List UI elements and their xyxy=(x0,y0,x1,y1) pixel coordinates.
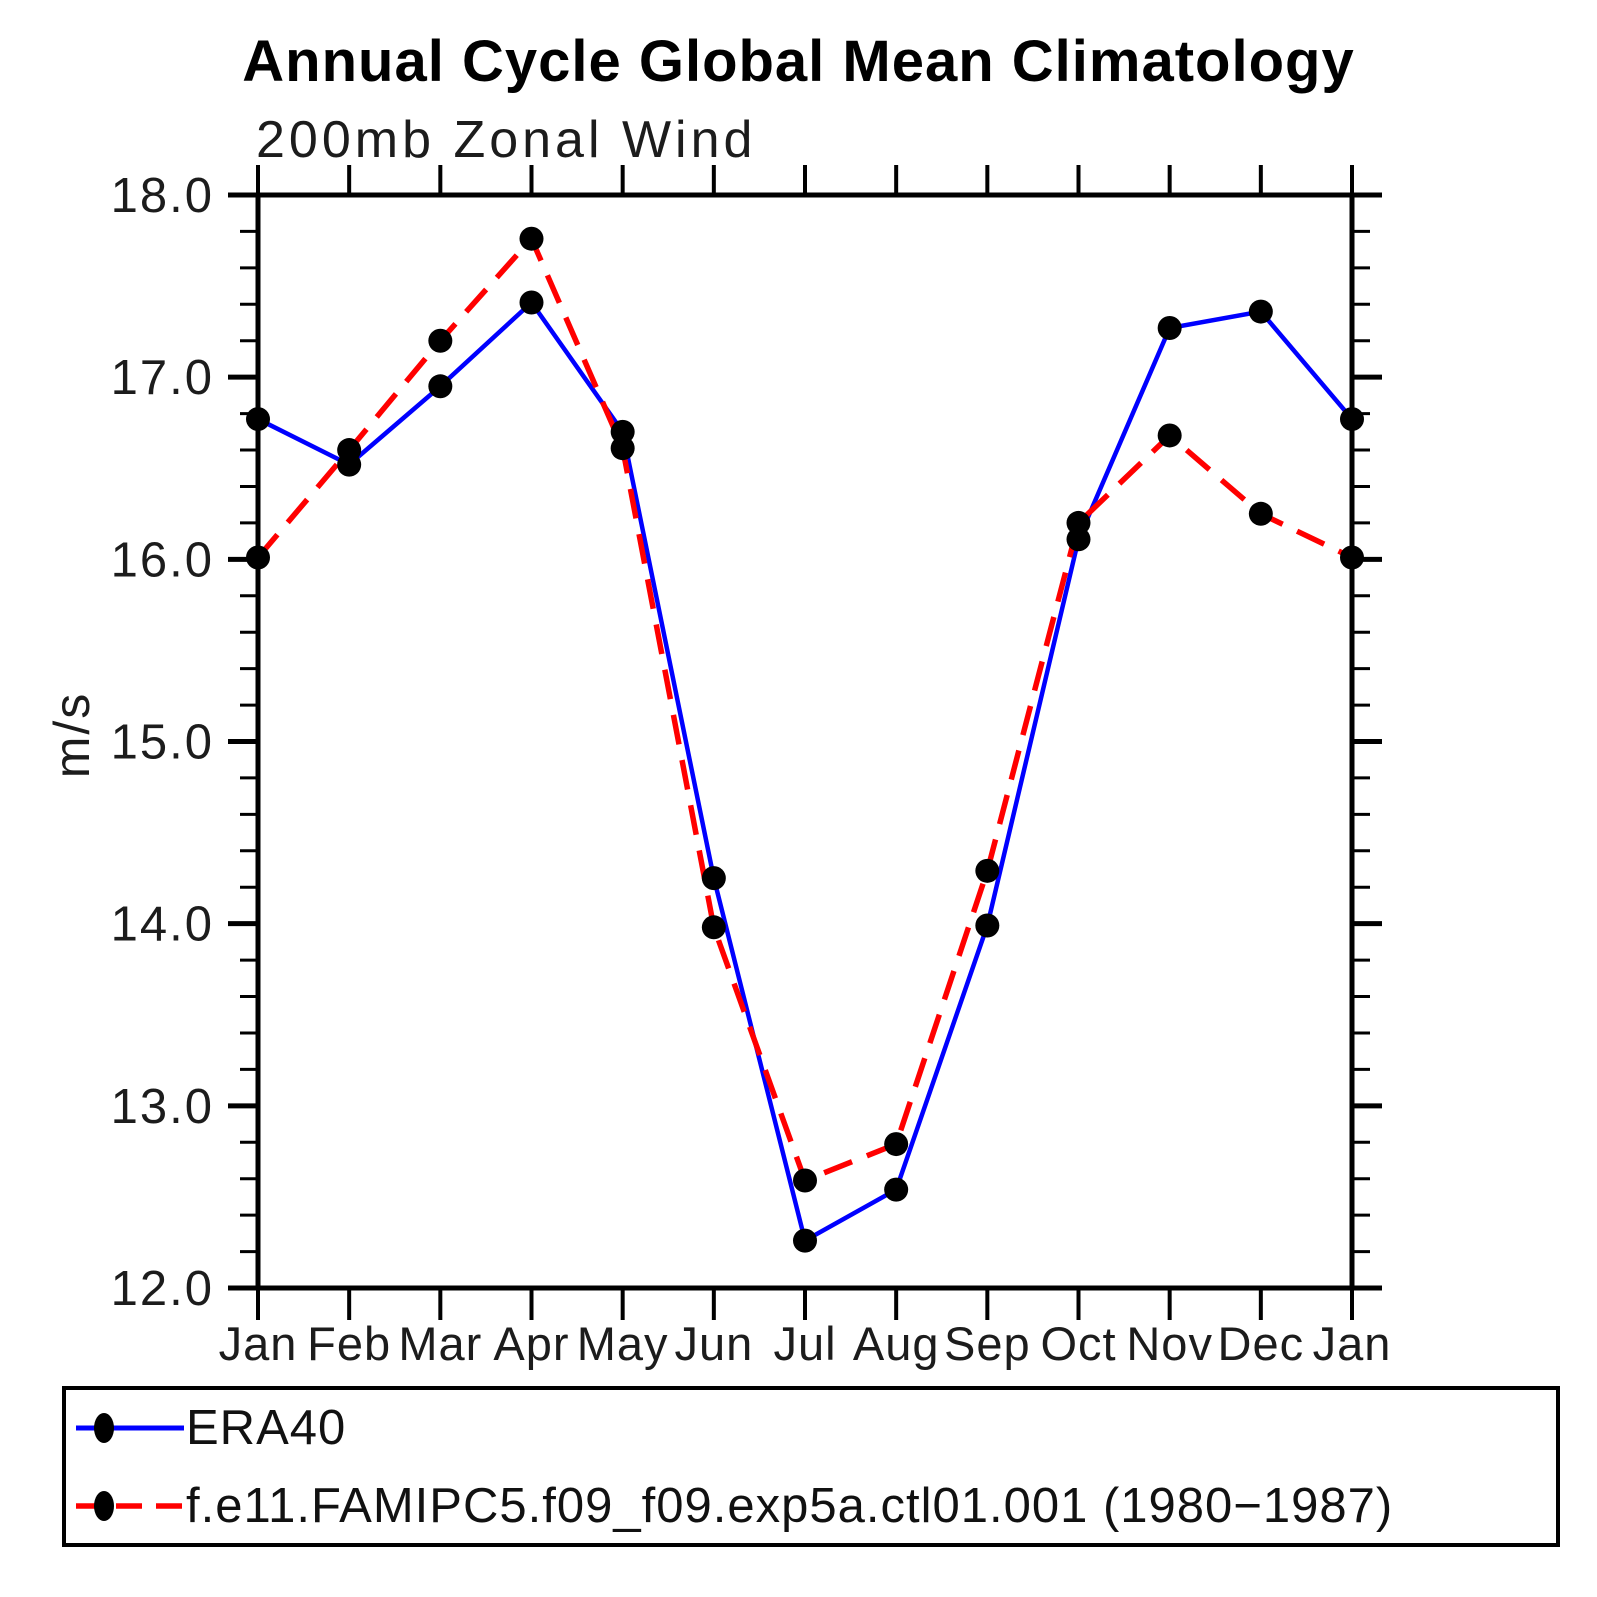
data-point-era40 xyxy=(246,407,270,432)
data-point-era40 xyxy=(519,290,544,315)
y-tick-label: 18.0 xyxy=(111,169,214,223)
y-tick-label: 15.0 xyxy=(111,716,214,770)
data-point-era40 xyxy=(701,866,726,891)
month-label: Jan xyxy=(1313,1317,1392,1370)
month-label: Feb xyxy=(307,1317,391,1370)
series-line-model xyxy=(255,233,1354,1185)
chart-title: Annual Cycle Global Mean Climatology xyxy=(242,29,1355,94)
data-point-model xyxy=(1340,545,1364,570)
y-tick-label: 14.0 xyxy=(111,898,214,952)
legend-box: ERA40 f.e11.FAMIPC5.f09_f09.exp5a.ctl01.… xyxy=(62,1386,1560,1547)
data-point-model xyxy=(337,438,362,463)
month-label: Aug xyxy=(853,1317,940,1370)
data-point-era40 xyxy=(884,1177,909,1202)
legend-line-era40-sample xyxy=(74,1396,186,1460)
data-point-era40 xyxy=(428,374,453,399)
month-label: Jun xyxy=(674,1317,753,1370)
data-point-model xyxy=(1066,510,1091,535)
legend-sample-marker xyxy=(94,1413,114,1443)
data-point-era40 xyxy=(1066,527,1091,552)
legend-sample-marker xyxy=(94,1491,114,1521)
month-label: Jul xyxy=(773,1317,836,1370)
legend-sample-svg xyxy=(76,1491,184,1521)
data-point-era40 xyxy=(975,913,1000,938)
data-point-model xyxy=(793,1168,817,1193)
legend-label-model: f.e11.FAMIPC5.f09_f09.exp5a.ctl01.001 (1… xyxy=(186,1479,1394,1533)
y-tick-label: 16.0 xyxy=(111,533,214,587)
data-point-model xyxy=(519,226,544,251)
legend-sample-svg xyxy=(76,1413,184,1443)
month-label: Mar xyxy=(398,1317,482,1370)
data-point-era40 xyxy=(1340,407,1364,432)
y-tick-label: 13.0 xyxy=(111,1080,214,1134)
data-point-era40 xyxy=(610,419,635,444)
month-label: Nov xyxy=(1126,1317,1213,1370)
month-label: Sep xyxy=(944,1317,1031,1370)
data-point-era40 xyxy=(1157,315,1182,340)
data-point-model xyxy=(246,545,270,570)
data-point-model xyxy=(428,328,453,353)
month-label: Apr xyxy=(493,1317,569,1370)
data-point-model xyxy=(610,436,635,461)
month-label: May xyxy=(577,1317,669,1370)
data-point-model xyxy=(701,915,726,940)
legend-label-era40: ERA40 xyxy=(186,1401,347,1455)
month-label: Jan xyxy=(219,1317,298,1370)
series-line-era40 xyxy=(256,299,1354,1245)
data-point-model xyxy=(1157,423,1182,448)
plot-frame xyxy=(255,192,1355,1291)
y-tick-label: 12.0 xyxy=(111,1262,214,1316)
legend-entry-model: f.e11.FAMIPC5.f09_f09.exp5a.ctl01.001 (1… xyxy=(74,1474,1393,1538)
data-point-model xyxy=(1248,501,1273,526)
data-point-model xyxy=(975,858,1000,883)
legend-entry-era40: ERA40 xyxy=(74,1396,346,1460)
data-point-era40 xyxy=(793,1228,817,1253)
month-label: Dec xyxy=(1218,1317,1305,1370)
chart-subtitle: 200mb Zonal Wind xyxy=(256,111,757,169)
data-point-model xyxy=(884,1132,909,1157)
legend-line-model-sample xyxy=(74,1474,186,1538)
y-tick-label: 17.0 xyxy=(111,351,214,405)
data-point-era40 xyxy=(1248,299,1273,324)
month-label: Oct xyxy=(1040,1317,1116,1370)
